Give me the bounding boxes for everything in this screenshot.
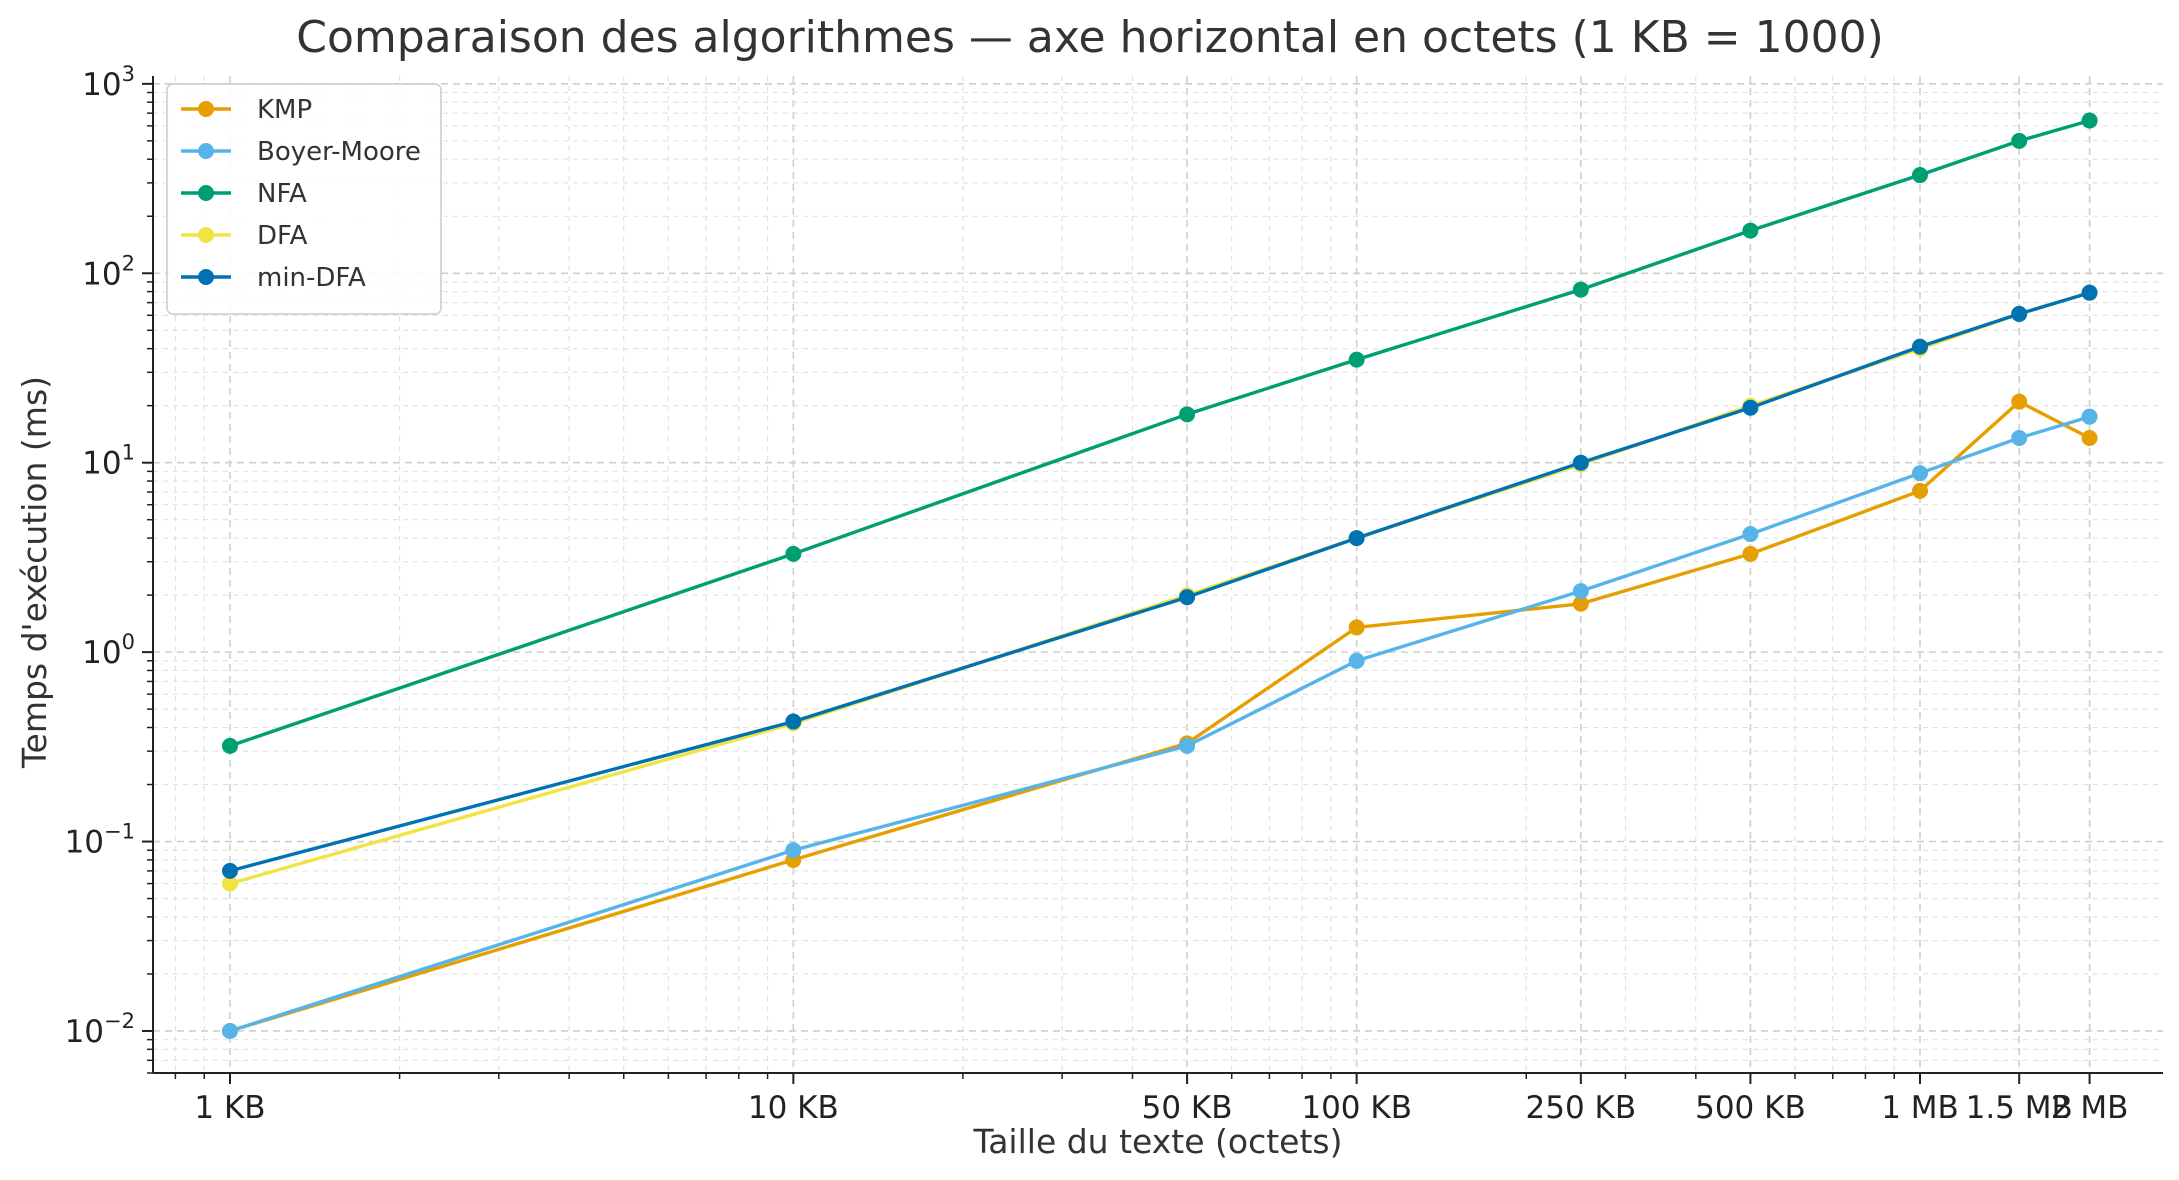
- legend-item-dfa: DFA: [181, 221, 308, 251]
- data-point-boyer-moore: [785, 842, 802, 859]
- x-tick-label: 2 MB: [2051, 1090, 2129, 1126]
- legend-item-min-dfa: min-DFA: [181, 263, 366, 293]
- chart-title: Comparaison des algorithmes — axe horizo…: [296, 12, 1883, 63]
- data-point-nfa: [2081, 112, 2098, 129]
- y-tick-label: 10−1: [65, 820, 135, 861]
- data-point-nfa: [785, 545, 802, 562]
- data-point-nfa: [1348, 351, 1365, 368]
- legend: KMP Boyer-Moore NFA DFA min-DFA: [166, 83, 442, 315]
- x-tick-label: 100 KB: [1301, 1090, 1412, 1126]
- axes: 1 KB 10 KB 50 KB 100 KB 250 KB 500 KB 1 MB 1.5 …: [65, 62, 2163, 1126]
- y-tick-label: 101: [82, 441, 135, 482]
- data-point-kmp: [2011, 393, 2028, 410]
- data-point-dfa: [221, 875, 238, 892]
- data-point-nfa: [1572, 281, 1589, 298]
- series-layer: [221, 112, 2098, 1039]
- series-boyer-moore: [221, 408, 2098, 1039]
- x-tick-label: 250 KB: [1526, 1090, 1637, 1126]
- series-line-dfa: [229, 291, 2091, 886]
- data-point-kmp: [2081, 430, 2098, 447]
- data-point-nfa: [1911, 167, 1928, 184]
- legend-label: NFA: [257, 179, 307, 209]
- legend-label: KMP: [257, 95, 312, 125]
- data-point-boyer-moore: [2011, 430, 2028, 447]
- data-point-kmp: [1572, 595, 1589, 612]
- x-axis-label: Taille du texte (octets): [973, 1122, 1343, 1161]
- legend-marker: [198, 185, 214, 201]
- legend-marker: [198, 143, 214, 159]
- data-point-kmp: [1348, 619, 1365, 636]
- data-point-min-dfa: [2011, 305, 2028, 322]
- data-point-min-dfa: [1911, 338, 1928, 355]
- data-point-min-dfa: [1572, 454, 1589, 471]
- legend-label: Boyer-Moore: [257, 137, 421, 167]
- x-tick-label: 10 KB: [748, 1090, 839, 1126]
- legend-item-nfa: NFA: [181, 179, 307, 209]
- legend-marker: [198, 101, 214, 117]
- legend-marker: [198, 227, 214, 243]
- y-tick-label: 10−2: [65, 1009, 135, 1050]
- data-point-min-dfa: [221, 862, 238, 879]
- y-tick-label: 103: [82, 62, 135, 103]
- x-tick-label: 50 KB: [1142, 1090, 1233, 1126]
- legend-item-kmp: KMP: [181, 95, 312, 125]
- data-point-kmp: [1742, 545, 1759, 562]
- x-tick-label: 1 MB: [1881, 1090, 1959, 1126]
- legend-label: min-DFA: [257, 263, 366, 293]
- series-line-boyer-moore: [229, 415, 2091, 1033]
- legend-item-boyer-moore: Boyer-Moore: [181, 137, 421, 167]
- data-point-min-dfa: [1348, 530, 1365, 547]
- series-dfa: [221, 284, 2098, 892]
- data-point-boyer-moore: [1348, 652, 1365, 669]
- series-nfa: [221, 112, 2098, 754]
- x-tick-label: 1.5 MB: [1966, 1090, 2073, 1126]
- data-point-nfa: [1179, 406, 1196, 423]
- y-axis-label: Temps d'exécution (ms): [15, 376, 54, 769]
- x-tick-label: 1 KB: [194, 1090, 265, 1126]
- grid: [153, 76, 2163, 1074]
- data-point-kmp: [1911, 482, 1928, 499]
- data-point-boyer-moore: [1911, 465, 1928, 482]
- data-point-min-dfa: [785, 713, 802, 730]
- series-min-dfa: [221, 284, 2098, 879]
- data-point-nfa: [221, 737, 238, 754]
- y-tick-label: 100: [82, 630, 135, 671]
- data-point-nfa: [1742, 222, 1759, 239]
- legend-box: [166, 83, 442, 315]
- data-point-boyer-moore: [221, 1022, 238, 1039]
- legend-marker: [198, 269, 214, 285]
- series-line-kmp: [229, 400, 2091, 1033]
- data-point-boyer-moore: [2081, 408, 2098, 425]
- y-tick-label: 102: [82, 251, 135, 292]
- legend-label: DFA: [257, 221, 308, 251]
- data-point-boyer-moore: [1179, 737, 1196, 754]
- data-point-boyer-moore: [1572, 583, 1589, 600]
- data-point-min-dfa: [1179, 589, 1196, 606]
- data-point-min-dfa: [1742, 399, 1759, 416]
- series-line-min-dfa: [229, 291, 2091, 873]
- data-point-nfa: [2011, 132, 2028, 149]
- data-point-min-dfa: [2081, 284, 2098, 301]
- data-point-boyer-moore: [1742, 526, 1759, 543]
- x-tick-label: 500 KB: [1695, 1090, 1806, 1126]
